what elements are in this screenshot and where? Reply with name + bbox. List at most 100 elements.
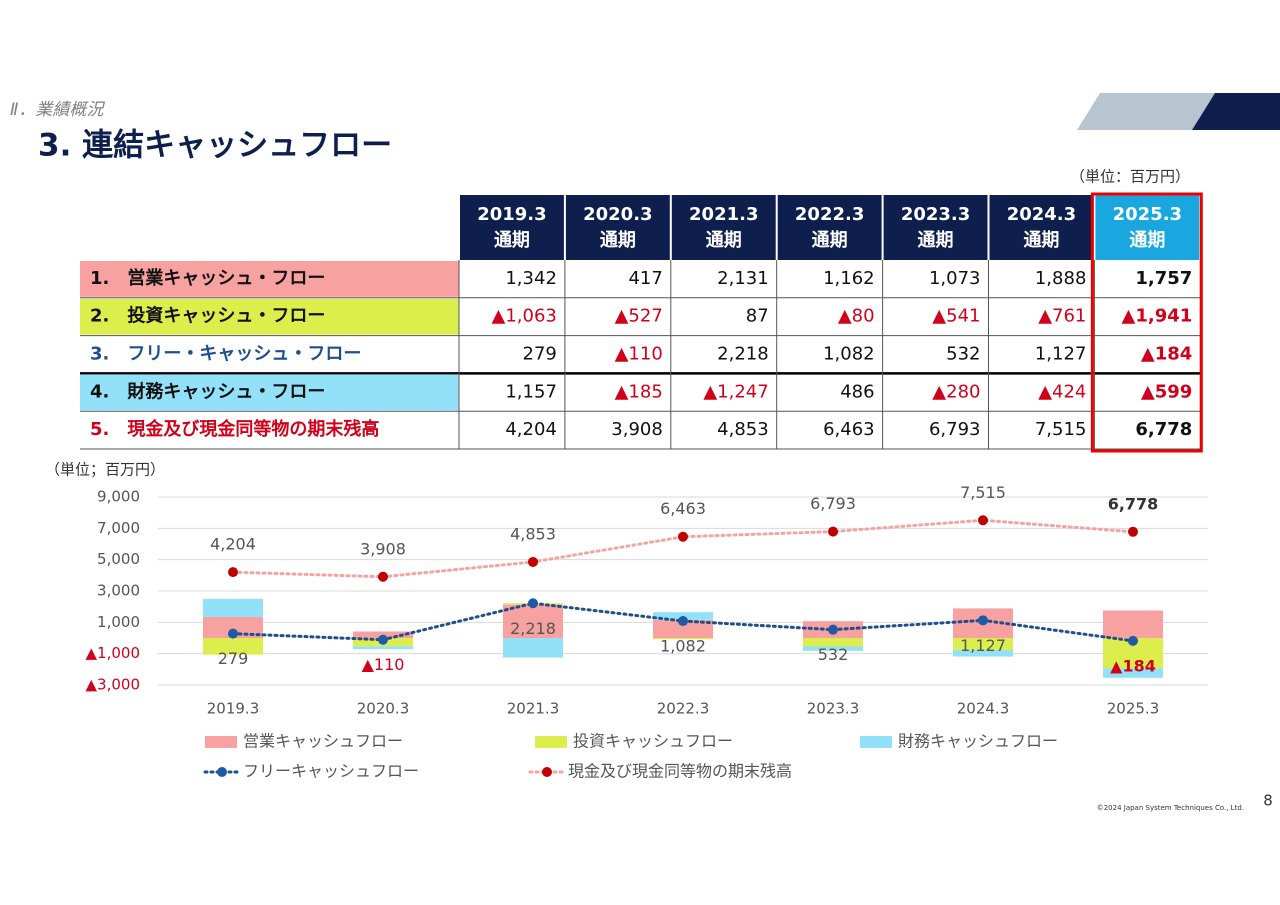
data-label: 1,082 <box>660 637 706 656</box>
legend-label: フリーキャッシュフロー <box>243 762 419 781</box>
x-tick-label: 2019.3 <box>207 700 260 718</box>
legend-label: 財務キャッシュフロー <box>898 732 1058 751</box>
cell: 6,793 <box>929 419 981 440</box>
row-label: 4. 財務キャッシュ・フロー <box>90 380 325 402</box>
cell: 1,157 <box>505 381 557 402</box>
bar <box>353 646 413 650</box>
row-label-bg <box>80 261 459 297</box>
row-label: 2. 投資キャッシュ・フロー <box>90 305 325 327</box>
cell: 4,204 <box>505 419 557 440</box>
x-tick-label: 2021.3 <box>507 700 560 718</box>
cell: 1,888 <box>1035 268 1087 289</box>
data-label: 1,127 <box>960 636 1006 655</box>
point <box>678 616 688 627</box>
header-period: 通期 <box>1129 230 1165 251</box>
point <box>528 598 538 609</box>
bar <box>503 604 563 638</box>
deco-navy <box>1192 93 1280 130</box>
legend-label: 営業キャッシュフロー <box>243 732 403 751</box>
y-tick-label: 3,000 <box>97 582 140 600</box>
header-year: 2021.3 <box>689 204 758 225</box>
bar <box>1103 610 1163 638</box>
header-period: 通期 <box>706 230 742 251</box>
data-label: 6,463 <box>660 499 706 518</box>
cell: 1,342 <box>505 268 557 289</box>
legend-marker <box>217 767 227 777</box>
data-label: ▲184 <box>1110 656 1156 675</box>
header-year: 2025.3 <box>1113 204 1182 225</box>
y-tick-label: 9,000 <box>97 488 140 506</box>
row-label: 1. 営業キャッシュ・フロー <box>90 267 325 289</box>
header-cell <box>777 195 882 260</box>
bar <box>1103 668 1163 678</box>
bar <box>803 646 863 651</box>
bar <box>653 619 713 638</box>
page-number: 8 <box>1263 792 1273 810</box>
highlight-frame <box>1090 192 1203 453</box>
cell: 3,908 <box>611 419 663 440</box>
point <box>678 531 688 542</box>
cell: 6,778 <box>1135 419 1192 440</box>
x-tick-label: 2022.3 <box>657 700 710 718</box>
cell: ▲185 <box>615 381 663 402</box>
cell: ▲599 <box>1141 381 1192 402</box>
x-tick-label: 2024.3 <box>957 700 1010 718</box>
bar <box>653 638 713 640</box>
cell: ▲184 <box>1141 344 1192 365</box>
legend-label: 現金及び現金同等物の期末残高 <box>568 762 792 781</box>
cell: 6,463 <box>823 419 875 440</box>
cell: ▲541 <box>932 306 980 327</box>
y-tick-label: 1,000 <box>97 613 140 631</box>
data-label: 4,853 <box>510 524 556 543</box>
data-label: 532 <box>818 645 849 664</box>
header-period: 通期 <box>600 230 636 251</box>
bar <box>953 649 1013 657</box>
header-period: 通期 <box>1023 230 1059 251</box>
row-label: 3. フリー・キャッシュ・フロー <box>90 344 361 365</box>
bar <box>803 638 863 647</box>
data-label: 6,778 <box>1108 494 1159 513</box>
cell: 1,127 <box>1035 344 1087 365</box>
row-label-bg <box>80 298 459 335</box>
table-unit: （単位：百万円） <box>1070 168 1190 186</box>
row-label: 5. 現金及び現金同等物の期末残高 <box>90 418 379 440</box>
cell: 7,515 <box>1035 419 1087 440</box>
cell: 1,162 <box>823 268 875 289</box>
point <box>978 615 988 626</box>
y-tick-label: 7,000 <box>97 519 140 537</box>
cell: ▲761 <box>1038 306 1086 327</box>
cell: ▲527 <box>615 306 663 327</box>
header-cell <box>989 195 1094 260</box>
cell: 279 <box>523 344 557 365</box>
data-label: 6,793 <box>810 494 856 513</box>
legend-swatch <box>860 736 892 748</box>
bar <box>503 638 563 658</box>
legend-marker <box>542 767 552 777</box>
header-period: 通期 <box>812 230 848 251</box>
header-cell <box>1095 195 1200 260</box>
header-year: 2023.3 <box>901 204 970 225</box>
cell: 532 <box>946 344 980 365</box>
point <box>1128 526 1138 537</box>
y-tick-label: 5,000 <box>97 550 140 568</box>
cell: 486 <box>840 381 874 402</box>
point <box>528 556 538 567</box>
row-label-bg <box>80 374 459 411</box>
legend-swatch <box>535 736 567 748</box>
deco-gray <box>1077 93 1215 130</box>
header-year: 2022.3 <box>795 204 864 225</box>
cell: ▲280 <box>932 381 980 402</box>
header-year: 2024.3 <box>1007 204 1076 225</box>
header-period: 通期 <box>494 230 530 251</box>
data-label: ▲110 <box>362 655 405 674</box>
cell: ▲80 <box>838 306 875 327</box>
cell: 87 <box>746 306 769 327</box>
point <box>978 515 988 526</box>
section: Ⅱ．業績概況 <box>10 100 105 120</box>
cell: 1,757 <box>1135 268 1192 289</box>
bar <box>203 616 263 638</box>
legend-label: 投資キャッシュフロー <box>573 732 733 751</box>
header-year: 2019.3 <box>477 204 546 225</box>
cell: ▲424 <box>1038 381 1086 402</box>
